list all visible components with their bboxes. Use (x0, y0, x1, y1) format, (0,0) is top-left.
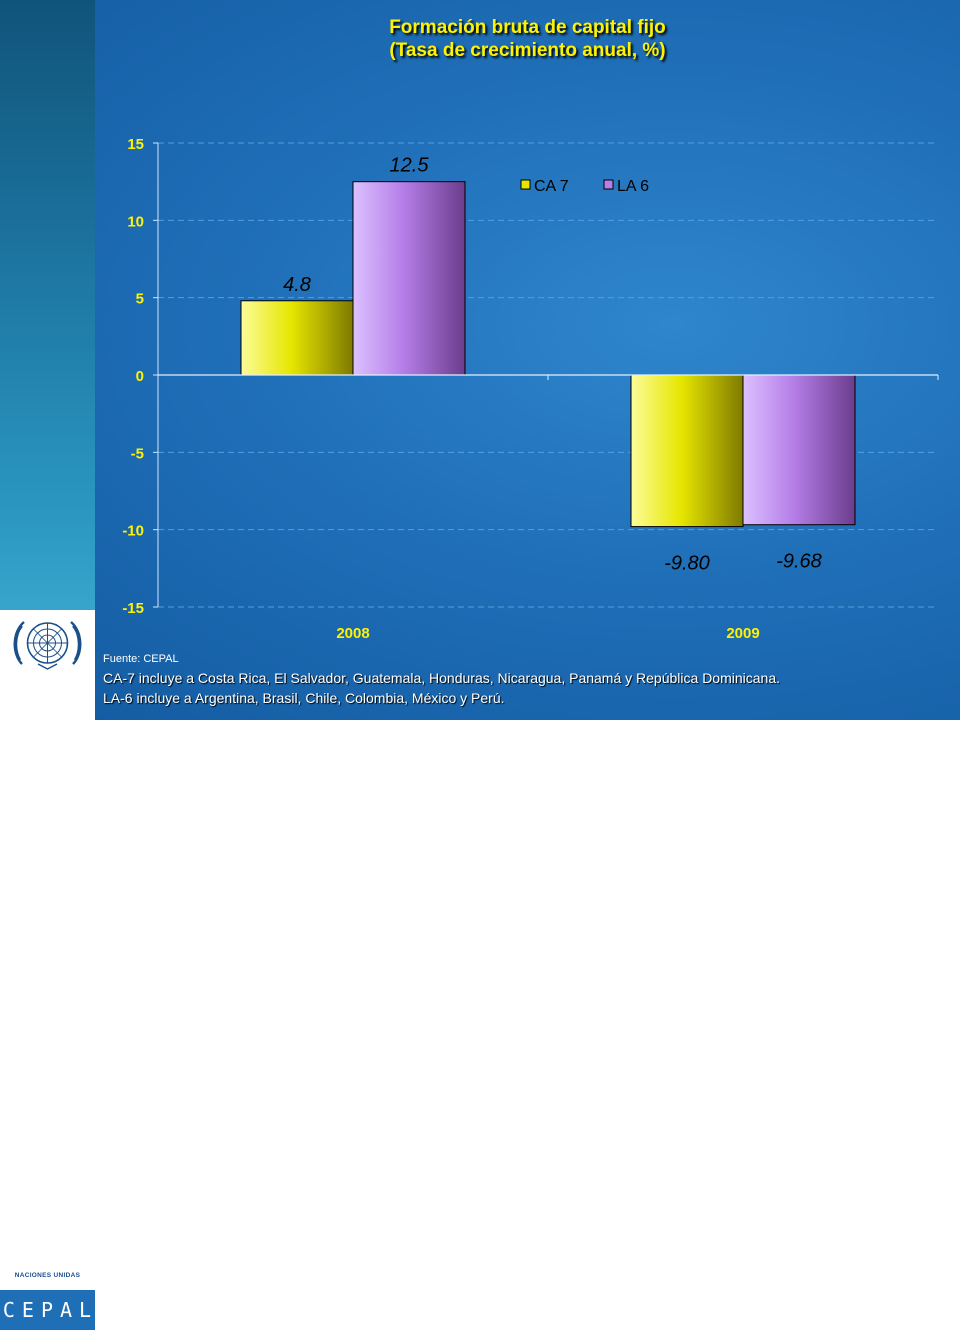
data-label: -9.68 (776, 551, 822, 573)
note-la6: LA-6 incluye a Argentina, Brasil, Chile,… (103, 690, 505, 706)
legend-swatch (603, 179, 614, 190)
logo-org-text: NACIONES UNIDAS (14, 1272, 81, 1279)
bar-ca7-2008 (240, 300, 354, 376)
bar-chart: 15 10 5 0 -5 -10 -15 2008 2009 4.8 12.5 -9.80 -9.68… (122, 136, 939, 642)
y-tick-label: -5 (131, 445, 144, 462)
logo-name: CEPAL (2, 1298, 99, 1322)
y-tick-label: -10 (122, 523, 144, 540)
source-note: Fuente: CEPAL (103, 653, 179, 665)
title-line-2: (Tasa de crecimiento anual, %) (389, 40, 666, 61)
logo-band: CEPAL (0, 1290, 95, 1330)
bar-la6-2009 (742, 374, 856, 526)
chart-title: Formación bruta de capital fijo (Tasa de… (95, 16, 960, 62)
legend-swatch (520, 179, 531, 190)
y-tick-label: 15 (127, 136, 144, 153)
slide-background (0, 0, 960, 720)
y-tick-label: 0 (136, 368, 144, 385)
data-label: -9.80 (664, 553, 710, 575)
footnotes: Fuente: CEPAL CA-7 incluye a Costa Rica,… (103, 653, 943, 708)
y-tick-label: -15 (122, 600, 144, 617)
legend-label: LA 6 (617, 178, 649, 195)
un-emblem-icon (13, 621, 82, 670)
x-tick-label: 2009 (726, 625, 759, 642)
note-ca7: CA-7 incluye a Costa Rica, El Salvador, … (103, 670, 781, 686)
title-line-1: Formación bruta de capital fijo (389, 17, 666, 38)
y-tick-label: 5 (136, 291, 144, 308)
legend-label: CA 7 (534, 178, 569, 195)
bar-la6-2008 (352, 181, 466, 376)
data-label: 4.8 (283, 274, 311, 296)
x-tick-label: 2008 (336, 625, 369, 642)
data-label: 12.5 (390, 155, 430, 177)
left-sidebar (0, 0, 95, 720)
y-tick-label: 10 (127, 213, 144, 230)
bar-ca7-2009 (630, 374, 744, 528)
